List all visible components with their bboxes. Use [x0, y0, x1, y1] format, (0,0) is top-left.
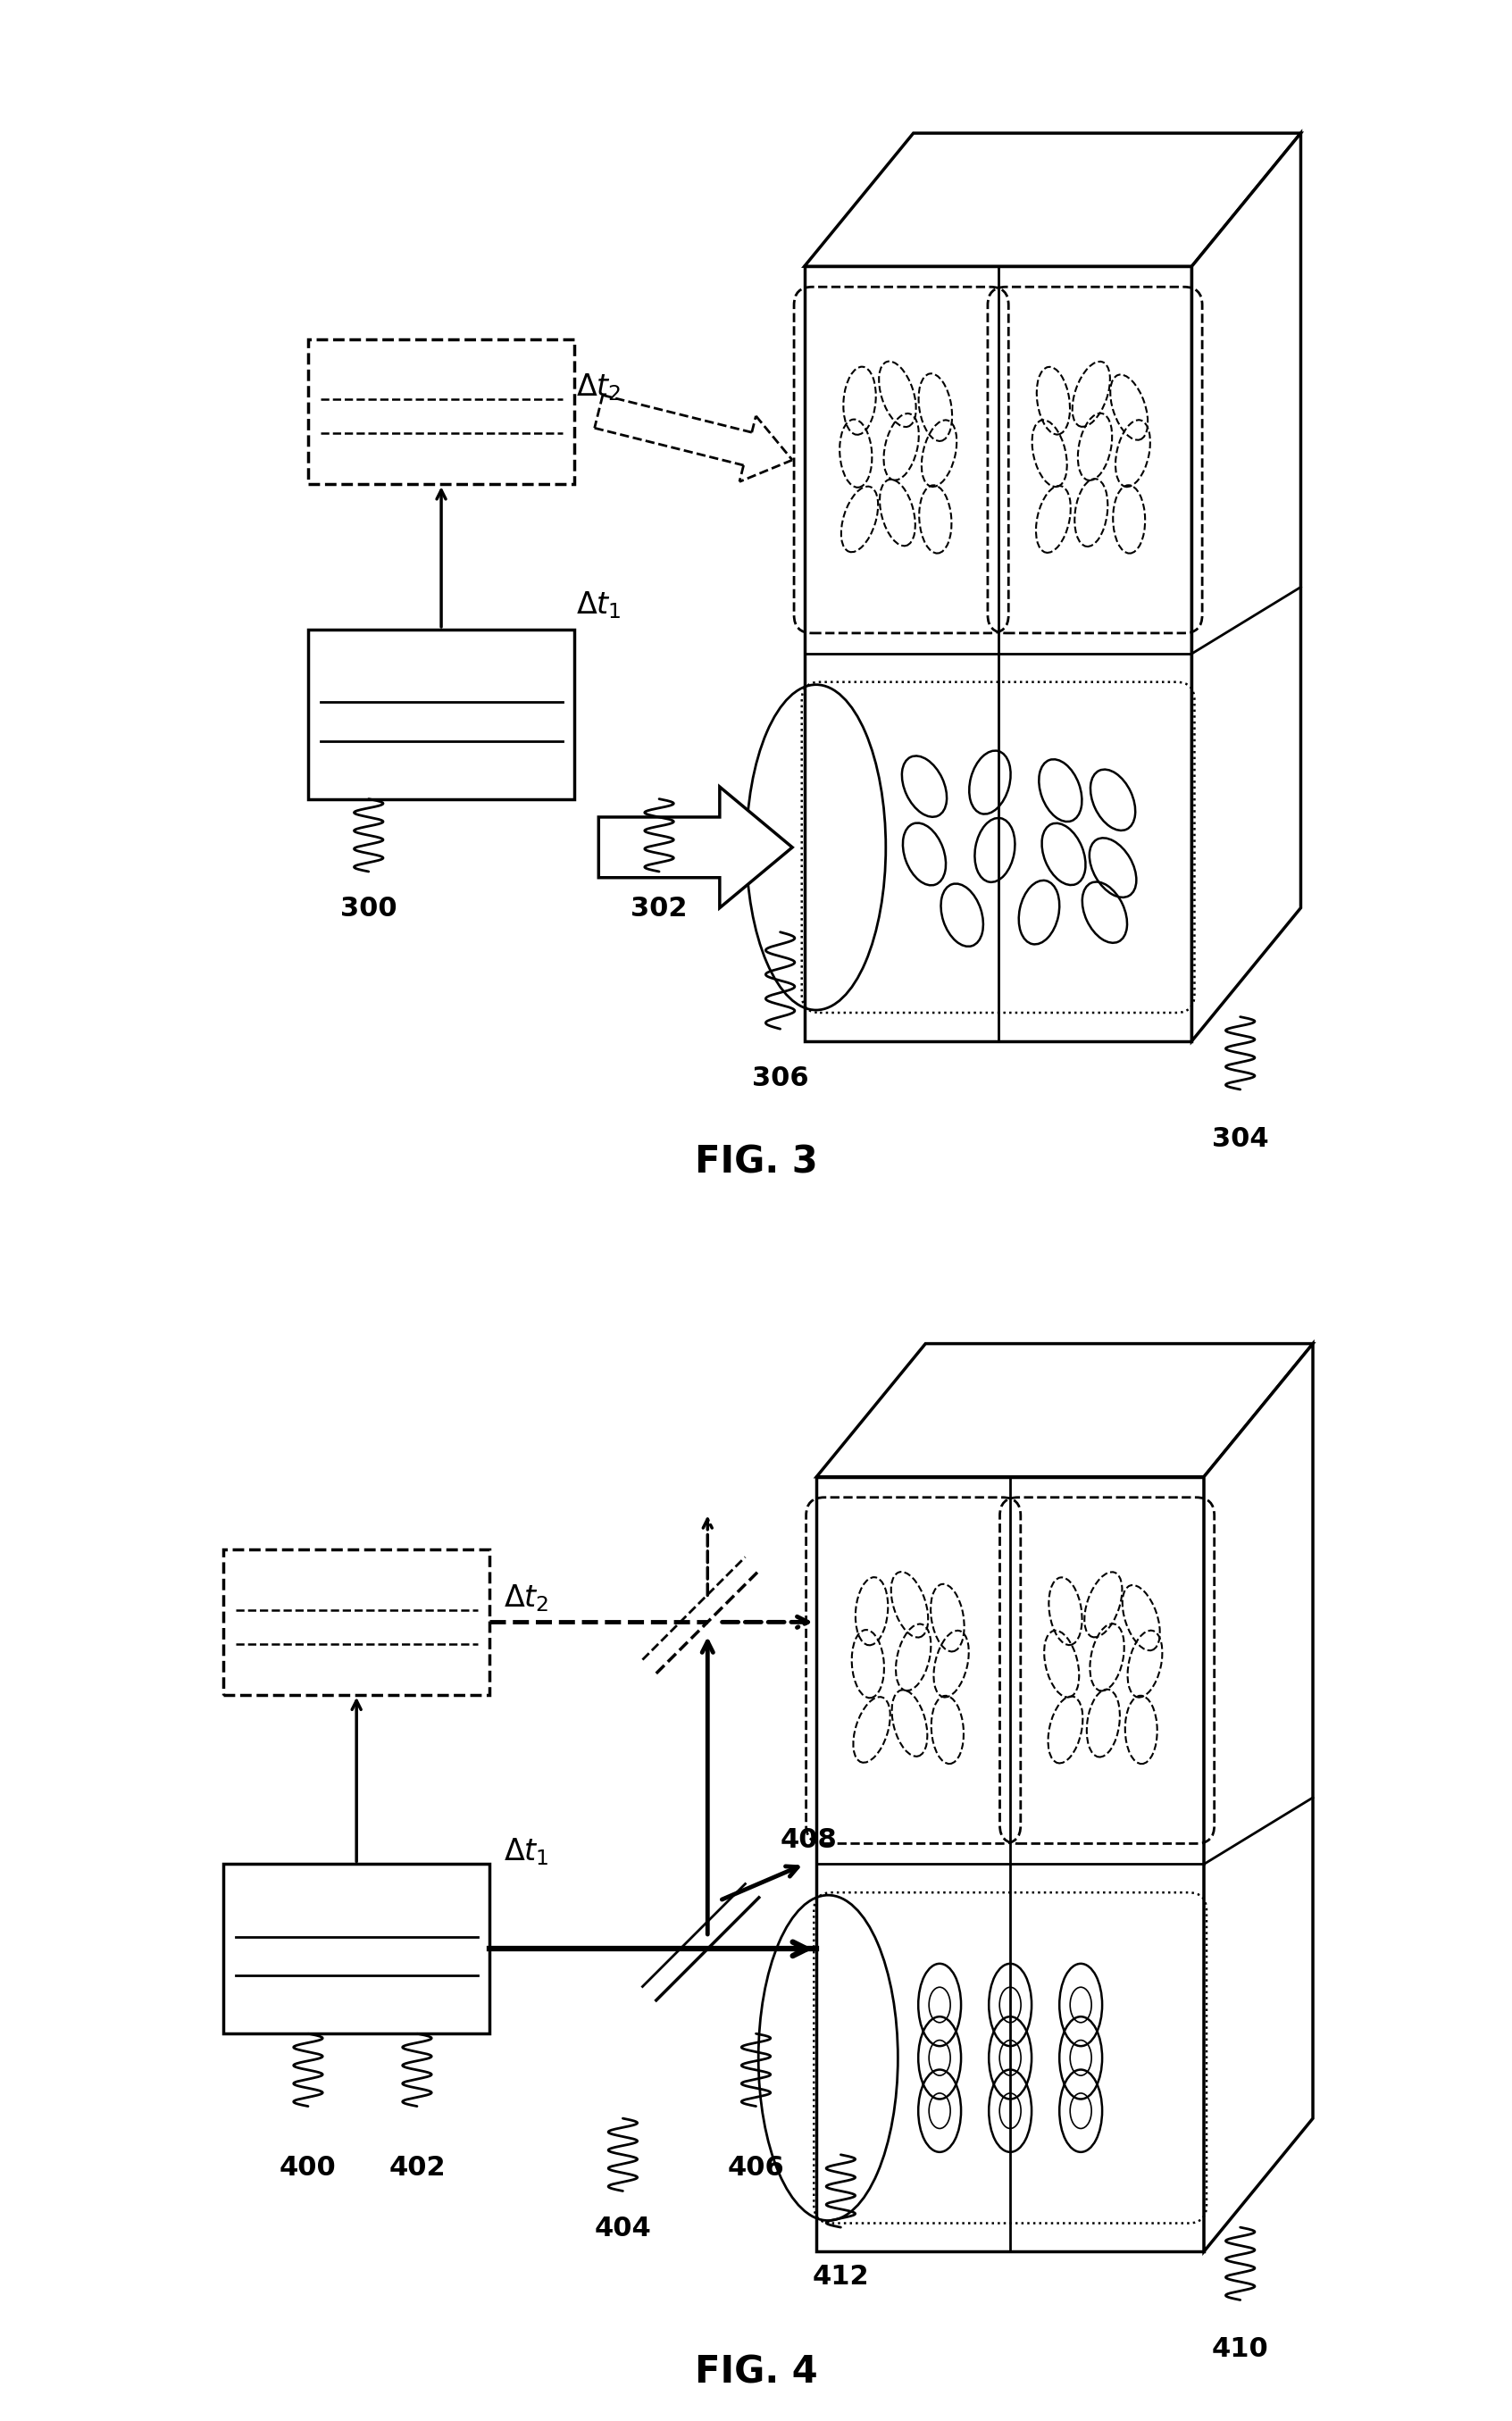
Polygon shape: [1191, 133, 1300, 1041]
Text: 306: 306: [751, 1065, 809, 1092]
Polygon shape: [816, 1477, 1204, 2252]
Polygon shape: [308, 629, 575, 799]
Text: 402: 402: [389, 2155, 446, 2181]
Polygon shape: [308, 339, 575, 484]
Polygon shape: [224, 1864, 490, 2034]
Text: 408: 408: [780, 1828, 838, 1852]
Polygon shape: [599, 787, 792, 908]
Polygon shape: [1204, 1344, 1312, 2252]
Polygon shape: [804, 266, 1191, 1041]
Text: $\Delta t_2$: $\Delta t_2$: [576, 373, 621, 402]
Text: $\Delta t_2$: $\Delta t_2$: [503, 1583, 549, 1612]
Text: $\Delta t_1$: $\Delta t_1$: [503, 1838, 549, 1867]
Text: 400: 400: [280, 2155, 337, 2181]
Text: FIG. 4: FIG. 4: [694, 2353, 818, 2392]
Text: $\Delta t_1$: $\Delta t_1$: [576, 591, 621, 620]
Text: 406: 406: [727, 2155, 785, 2181]
Text: 304: 304: [1211, 1126, 1269, 1152]
Text: 300: 300: [340, 896, 398, 922]
Polygon shape: [224, 1549, 490, 1695]
Polygon shape: [804, 133, 1300, 266]
Text: 410: 410: [1211, 2336, 1269, 2363]
Text: 412: 412: [812, 2264, 869, 2290]
Text: 302: 302: [631, 896, 688, 922]
Text: 404: 404: [594, 2215, 652, 2242]
Text: FIG. 3: FIG. 3: [694, 1143, 818, 1181]
Polygon shape: [816, 1344, 1312, 1477]
